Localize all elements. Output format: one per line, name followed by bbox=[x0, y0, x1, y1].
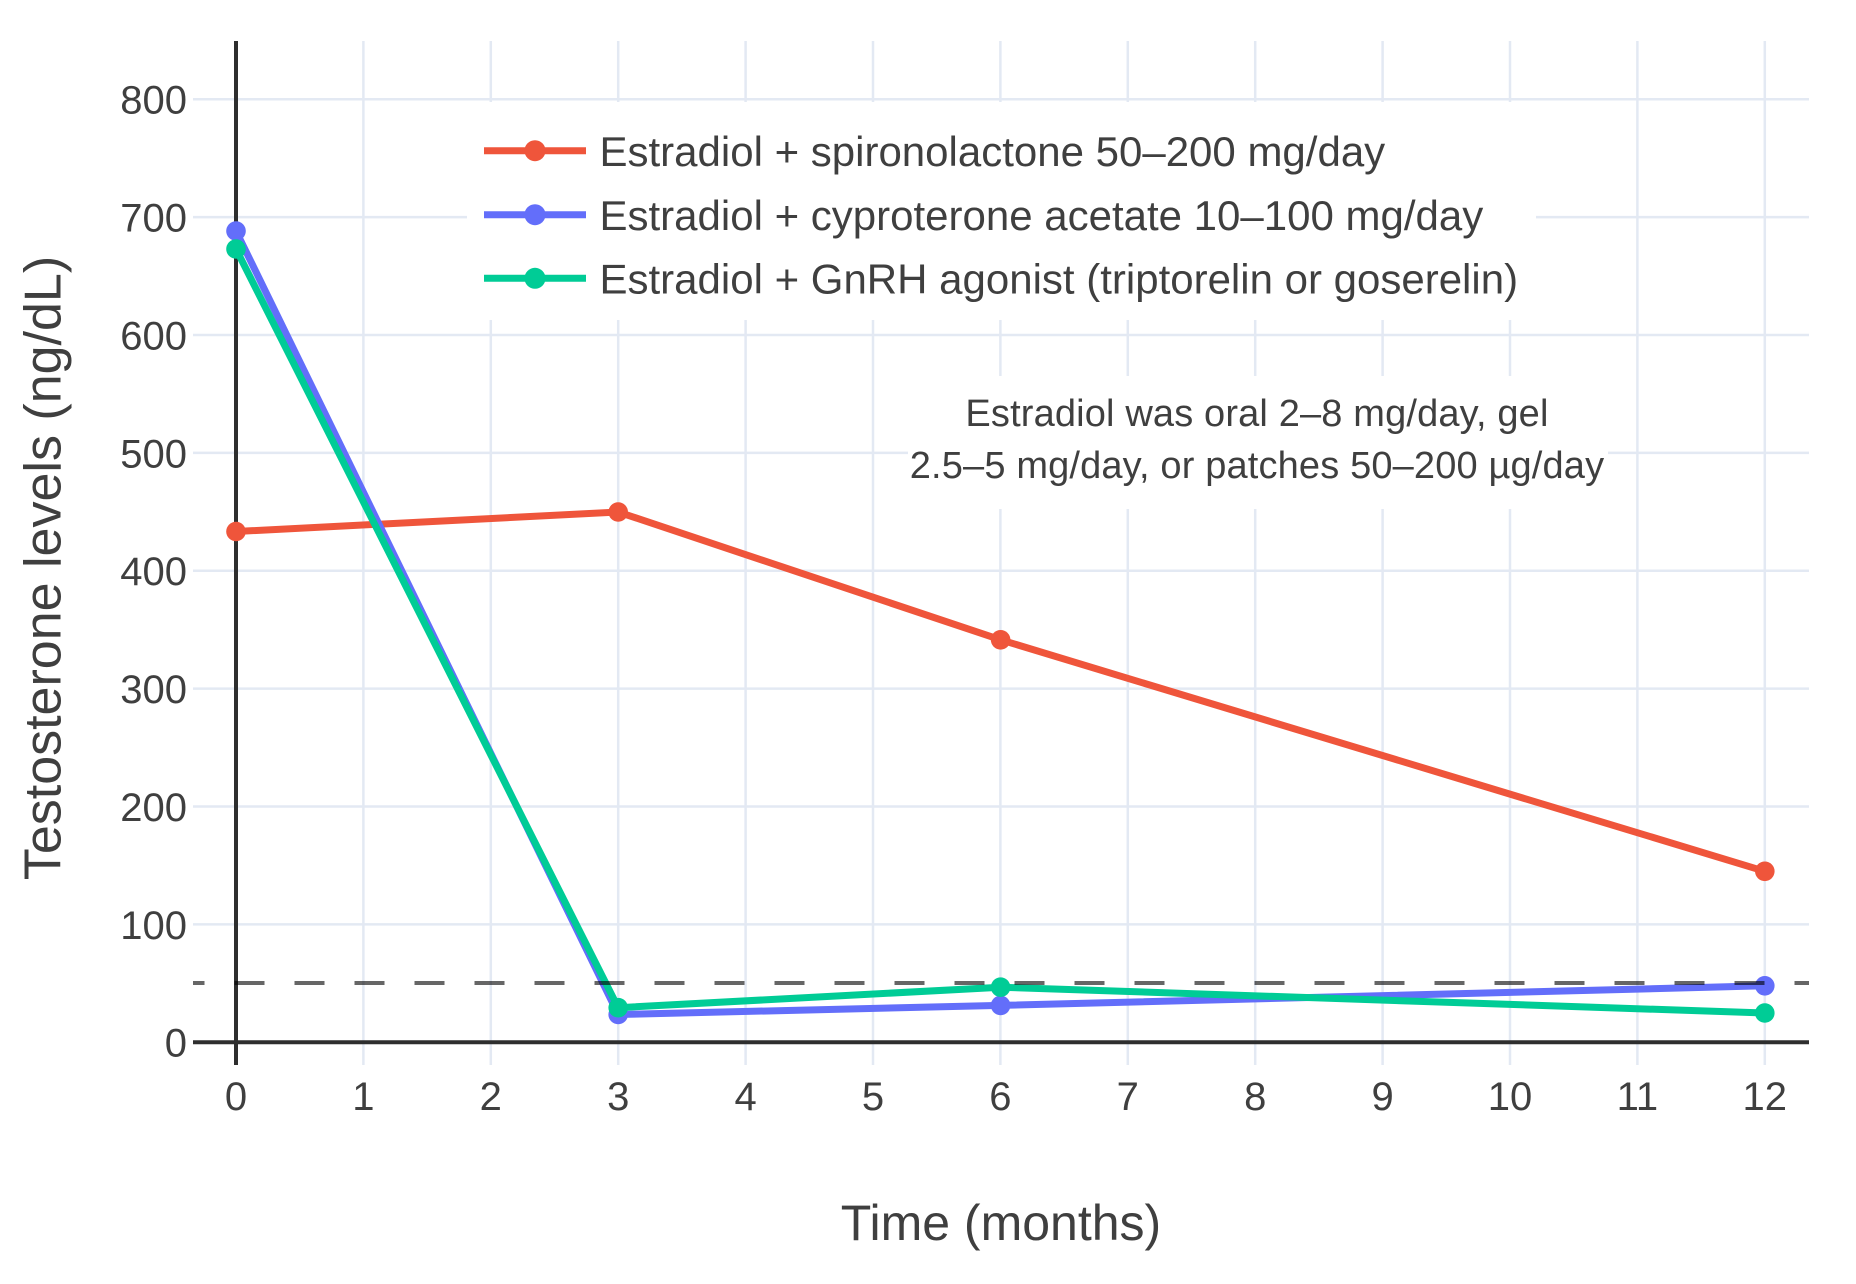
svg-text:3: 3 bbox=[607, 1075, 629, 1119]
svg-text:800: 800 bbox=[120, 79, 187, 123]
svg-text:Estradiol was oral 2–8 mg/day,: Estradiol was oral 2–8 mg/day, gel bbox=[965, 393, 1548, 435]
svg-text:7: 7 bbox=[1117, 1075, 1139, 1119]
svg-text:700: 700 bbox=[120, 197, 187, 241]
svg-text:400: 400 bbox=[120, 550, 187, 594]
svg-text:8: 8 bbox=[1244, 1075, 1266, 1119]
svg-text:200: 200 bbox=[120, 786, 187, 830]
svg-text:Time (months): Time (months) bbox=[841, 1195, 1161, 1251]
svg-text:1: 1 bbox=[352, 1075, 374, 1119]
svg-text:600: 600 bbox=[120, 314, 187, 358]
svg-text:5: 5 bbox=[862, 1075, 884, 1119]
svg-text:500: 500 bbox=[120, 432, 187, 476]
svg-text:10: 10 bbox=[1488, 1075, 1533, 1119]
svg-text:2.5–5 mg/day, or patches 50–20: 2.5–5 mg/day, or patches 50–200 µg/day bbox=[910, 445, 1604, 487]
svg-text:Estradiol + cyproterone acetat: Estradiol + cyproterone acetate 10–100 m… bbox=[600, 192, 1484, 239]
svg-text:0: 0 bbox=[225, 1075, 247, 1119]
svg-text:0: 0 bbox=[165, 1022, 187, 1066]
svg-text:11: 11 bbox=[1617, 1075, 1659, 1119]
svg-text:100: 100 bbox=[120, 904, 187, 948]
svg-text:Testosterone levels (ng/dL): Testosterone levels (ng/dL) bbox=[15, 256, 73, 880]
svg-text:2: 2 bbox=[480, 1075, 502, 1119]
svg-text:Estradiol + spironolactone 50–: Estradiol + spironolactone 50–200 mg/day bbox=[600, 128, 1386, 175]
svg-text:9: 9 bbox=[1371, 1075, 1393, 1119]
svg-text:6: 6 bbox=[989, 1075, 1011, 1119]
svg-text:12: 12 bbox=[1743, 1075, 1788, 1119]
svg-text:Estradiol + GnRH agonist (trip: Estradiol + GnRH agonist (triptorelin or… bbox=[600, 256, 1519, 303]
svg-text:4: 4 bbox=[734, 1075, 756, 1119]
svg-text:300: 300 bbox=[120, 668, 187, 712]
